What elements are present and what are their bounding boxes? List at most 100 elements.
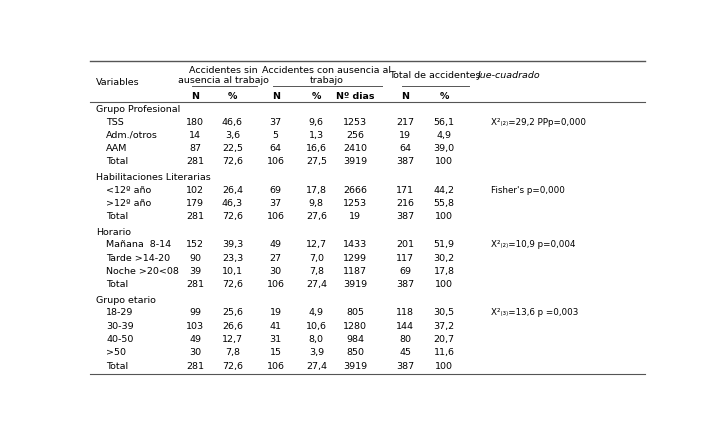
Text: 17,8: 17,8 — [434, 266, 455, 275]
Text: 44,2: 44,2 — [434, 185, 455, 194]
Text: 12,7: 12,7 — [222, 334, 243, 343]
Text: 39,3: 39,3 — [222, 240, 243, 249]
Text: 10,6: 10,6 — [306, 321, 327, 330]
Text: 15: 15 — [270, 347, 282, 356]
Text: 90: 90 — [189, 253, 201, 262]
Text: 984: 984 — [346, 334, 364, 343]
Text: Total: Total — [106, 280, 128, 289]
Text: 171: 171 — [397, 185, 414, 194]
Text: 144: 144 — [397, 321, 414, 330]
Text: 217: 217 — [397, 117, 414, 126]
Text: 100: 100 — [435, 361, 453, 370]
Text: 45: 45 — [399, 347, 412, 356]
Text: 30: 30 — [189, 347, 201, 356]
Text: 106: 106 — [267, 157, 285, 166]
Text: 72,6: 72,6 — [222, 280, 243, 289]
Text: 41: 41 — [270, 321, 282, 330]
Text: N: N — [191, 92, 199, 101]
Text: %: % — [440, 92, 449, 101]
Text: N: N — [402, 92, 409, 101]
Text: 40-50: 40-50 — [106, 334, 133, 343]
Text: 9,8: 9,8 — [309, 198, 324, 207]
Text: 30,5: 30,5 — [434, 308, 455, 316]
Text: 20,7: 20,7 — [434, 334, 455, 343]
Text: 4,9: 4,9 — [309, 308, 324, 316]
Text: Accidentes sin
ausencia al trabajo: Accidentes sin ausencia al trabajo — [178, 66, 269, 85]
Text: Noche >20<08: Noche >20<08 — [106, 266, 179, 275]
Text: 1253: 1253 — [343, 198, 367, 207]
Text: 8,0: 8,0 — [309, 334, 324, 343]
Text: 256: 256 — [346, 131, 364, 139]
Text: 56,1: 56,1 — [434, 117, 455, 126]
Text: 179: 179 — [186, 198, 204, 207]
Text: AAM: AAM — [106, 144, 128, 153]
Text: Jue-cuadrado: Jue-cuadrado — [478, 71, 541, 80]
Text: Grupo etario: Grupo etario — [96, 295, 156, 304]
Text: 72,6: 72,6 — [222, 157, 243, 166]
Text: 100: 100 — [435, 157, 453, 166]
Text: 216: 216 — [397, 198, 414, 207]
Text: 103: 103 — [186, 321, 204, 330]
Text: 3919: 3919 — [343, 361, 367, 370]
Text: Total de accidentes: Total de accidentes — [389, 71, 480, 80]
Text: Total: Total — [106, 361, 128, 370]
Text: Habilitaciones Literarias: Habilitaciones Literarias — [96, 173, 211, 181]
Text: 9,6: 9,6 — [309, 117, 324, 126]
Text: 64: 64 — [270, 144, 282, 153]
Text: 49: 49 — [189, 334, 201, 343]
Text: 2410: 2410 — [343, 144, 367, 153]
Text: X²₍₂₎=10,9 p=0,004: X²₍₂₎=10,9 p=0,004 — [491, 240, 575, 249]
Text: 19: 19 — [399, 131, 412, 139]
Text: 7,8: 7,8 — [309, 266, 324, 275]
Text: 22,5: 22,5 — [222, 144, 243, 153]
Text: 387: 387 — [397, 157, 414, 166]
Text: 281: 281 — [186, 157, 204, 166]
Text: 80: 80 — [399, 334, 412, 343]
Text: %: % — [228, 92, 237, 101]
Text: 281: 281 — [186, 361, 204, 370]
Text: 69: 69 — [399, 266, 412, 275]
Text: 30: 30 — [270, 266, 282, 275]
Text: 26,6: 26,6 — [222, 321, 243, 330]
Text: 3,9: 3,9 — [309, 347, 324, 356]
Text: 117: 117 — [397, 253, 414, 262]
Text: 387: 387 — [397, 280, 414, 289]
Text: 201: 201 — [397, 240, 414, 249]
Text: 850: 850 — [346, 347, 364, 356]
Text: 180: 180 — [186, 117, 204, 126]
Text: 1299: 1299 — [343, 253, 367, 262]
Text: 26,4: 26,4 — [222, 185, 243, 194]
Text: 805: 805 — [346, 308, 364, 316]
Text: >50: >50 — [106, 347, 126, 356]
Text: 30-39: 30-39 — [106, 321, 134, 330]
Text: 39: 39 — [189, 266, 201, 275]
Text: 27,5: 27,5 — [306, 157, 327, 166]
Text: N: N — [272, 92, 280, 101]
Text: 37,2: 37,2 — [434, 321, 455, 330]
Text: 1253: 1253 — [343, 117, 367, 126]
Text: 118: 118 — [397, 308, 414, 316]
Text: Variables: Variables — [96, 78, 140, 87]
Text: 87: 87 — [189, 144, 201, 153]
Text: 27,6: 27,6 — [306, 212, 327, 221]
Text: 3,6: 3,6 — [225, 131, 240, 139]
Text: 1,3: 1,3 — [309, 131, 324, 139]
Text: 27,4: 27,4 — [306, 280, 327, 289]
Text: 19: 19 — [349, 212, 361, 221]
Text: 69: 69 — [270, 185, 282, 194]
Text: 27,4: 27,4 — [306, 361, 327, 370]
Text: 55,8: 55,8 — [434, 198, 455, 207]
Text: 102: 102 — [186, 185, 204, 194]
Text: >12º año: >12º año — [106, 198, 151, 207]
Text: 27: 27 — [270, 253, 282, 262]
Text: 18-29: 18-29 — [106, 308, 133, 316]
Text: Adm./otros: Adm./otros — [106, 131, 158, 139]
Text: 64: 64 — [399, 144, 412, 153]
Text: X²₍₃₎=13,6 p =0,003: X²₍₃₎=13,6 p =0,003 — [491, 308, 578, 316]
Text: 39,0: 39,0 — [434, 144, 455, 153]
Text: 99: 99 — [189, 308, 201, 316]
Text: 1280: 1280 — [343, 321, 367, 330]
Text: X²₍₂₎=29,2 PPp=0,000: X²₍₂₎=29,2 PPp=0,000 — [491, 117, 586, 126]
Text: Accidentes con ausencia al
trabajo: Accidentes con ausencia al trabajo — [262, 66, 391, 85]
Text: 37: 37 — [270, 198, 282, 207]
